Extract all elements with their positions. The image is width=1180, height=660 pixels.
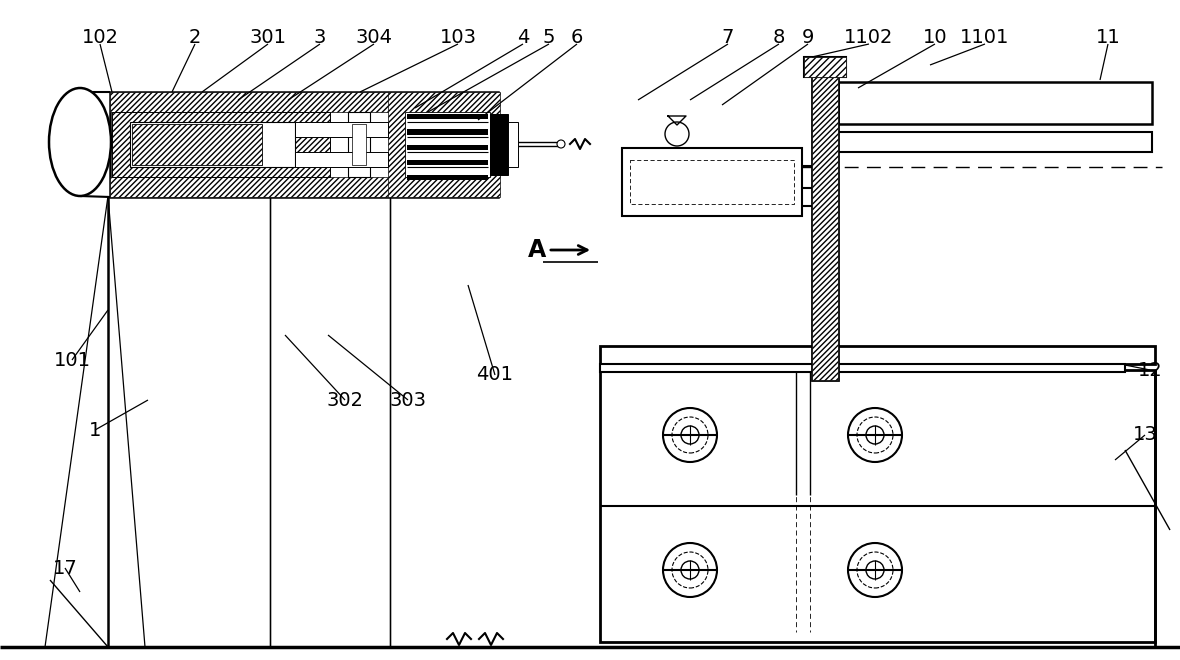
Bar	[130, 122, 295, 167]
Circle shape	[666, 122, 689, 146]
Bar	[599, 346, 1155, 364]
Bar	[804, 57, 846, 77]
Text: 1: 1	[88, 420, 101, 440]
Bar	[812, 57, 838, 380]
Bar	[838, 132, 1152, 152]
Text: 1102: 1102	[845, 28, 893, 47]
Bar	[348, 112, 371, 177]
Text: 12: 12	[1138, 360, 1162, 379]
Text: 13: 13	[1133, 426, 1158, 444]
Bar	[295, 122, 388, 137]
Text: 303: 303	[389, 391, 426, 409]
Text: 101: 101	[53, 350, 91, 370]
Text: 302: 302	[327, 391, 363, 409]
Bar	[388, 92, 500, 197]
Text: 3: 3	[314, 28, 326, 47]
Circle shape	[857, 552, 893, 588]
Circle shape	[848, 543, 902, 597]
Bar	[407, 129, 489, 135]
Text: 103: 103	[439, 28, 477, 47]
Bar	[352, 124, 366, 165]
Circle shape	[557, 140, 565, 148]
Text: 6: 6	[571, 28, 583, 47]
Bar	[407, 160, 489, 165]
Bar	[490, 114, 509, 175]
Circle shape	[848, 408, 902, 462]
Bar	[405, 112, 490, 177]
Text: 1101: 1101	[961, 28, 1010, 47]
Bar	[110, 92, 498, 197]
Bar	[812, 57, 838, 380]
Circle shape	[866, 426, 884, 444]
Bar	[838, 82, 1152, 124]
Text: 5: 5	[543, 28, 556, 47]
Bar	[407, 175, 489, 180]
Bar	[112, 112, 330, 177]
Text: 301: 301	[249, 28, 287, 47]
Circle shape	[663, 543, 717, 597]
Bar	[110, 92, 498, 112]
Bar	[110, 177, 498, 197]
Text: 401: 401	[477, 366, 513, 385]
Bar	[407, 114, 489, 119]
Text: 102: 102	[81, 28, 118, 47]
Bar	[599, 364, 1125, 372]
Bar	[804, 57, 846, 77]
Text: 10: 10	[923, 28, 948, 47]
Text: 304: 304	[355, 28, 393, 47]
Circle shape	[671, 552, 708, 588]
Text: 9: 9	[802, 28, 814, 47]
Ellipse shape	[50, 88, 111, 196]
Text: 11: 11	[1095, 28, 1120, 47]
Bar	[622, 148, 802, 216]
Bar	[295, 152, 388, 167]
Text: 4: 4	[517, 28, 529, 47]
Circle shape	[681, 561, 699, 579]
Text: 17: 17	[53, 558, 78, 578]
Circle shape	[671, 417, 708, 453]
Text: A: A	[527, 238, 546, 262]
Text: 7: 7	[722, 28, 734, 47]
Bar	[509, 122, 518, 167]
Circle shape	[866, 561, 884, 579]
Bar	[599, 370, 1155, 642]
Bar	[407, 145, 489, 150]
Circle shape	[857, 417, 893, 453]
Circle shape	[663, 408, 717, 462]
Text: 8: 8	[773, 28, 785, 47]
Text: 2: 2	[189, 28, 201, 47]
Bar	[132, 124, 262, 165]
Circle shape	[681, 426, 699, 444]
